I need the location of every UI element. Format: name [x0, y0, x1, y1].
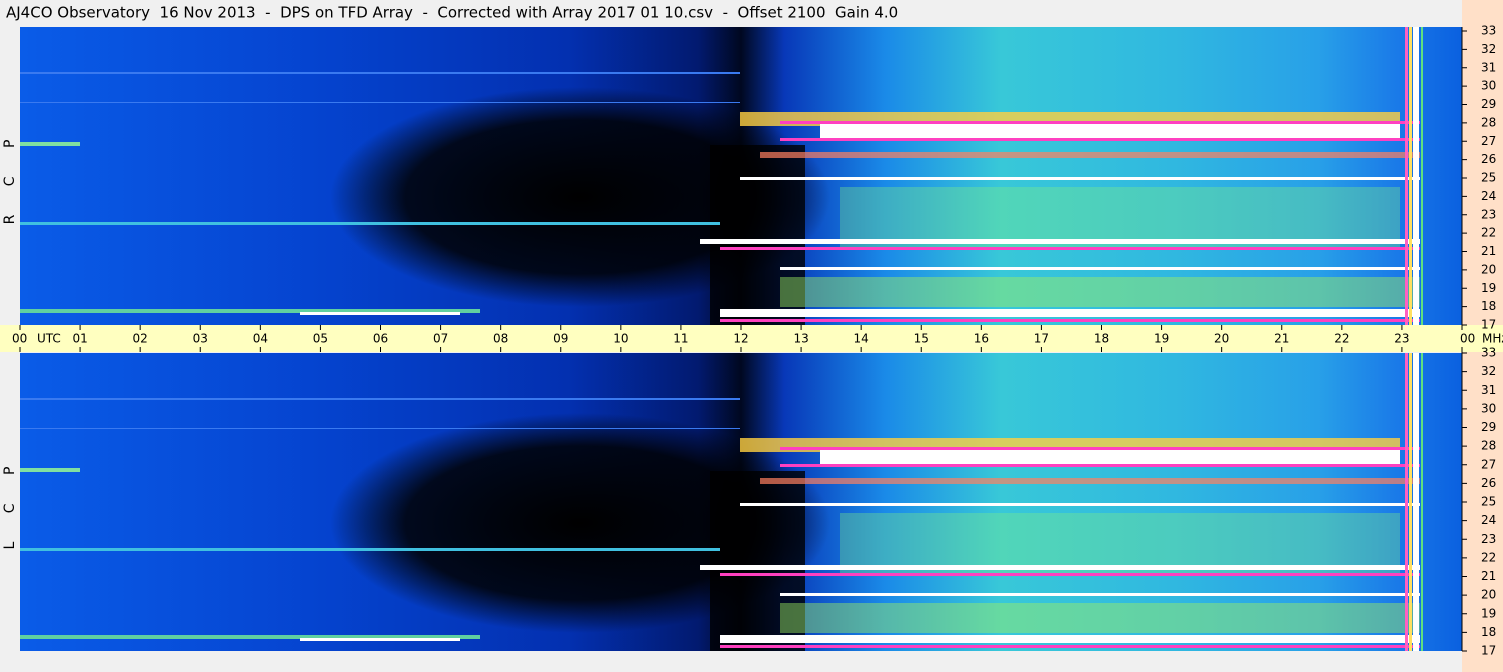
x-tick-label: 16	[974, 332, 989, 346]
y-tick-label: 26	[1481, 152, 1496, 166]
chart-title: AJ4CO Observatory 16 Nov 2013 - DPS on T…	[6, 4, 898, 22]
y-tick-label: 28	[1481, 439, 1496, 453]
x-tick-label: 15	[914, 332, 929, 346]
x-tick-label: 06	[373, 332, 388, 346]
y-tick-label: 21	[1481, 244, 1496, 258]
x-tick-label: 12	[733, 332, 748, 346]
panel-label: L C P	[2, 455, 18, 550]
x-tick-label: 03	[193, 332, 208, 346]
y-tick-label: 29	[1481, 420, 1496, 434]
x-tick-label: 13	[793, 332, 808, 346]
y-tick-label: 25	[1481, 495, 1496, 509]
x-tick-label: 19	[1154, 332, 1169, 346]
y-tick-label: 32	[1481, 364, 1496, 378]
y-tick-label: 22	[1481, 550, 1496, 564]
y-tick-label: 24	[1481, 189, 1496, 203]
x-tick-label: 20	[1214, 332, 1229, 346]
y-tick-label: 31	[1481, 383, 1496, 397]
y-tick-label: 33	[1481, 24, 1496, 38]
y-tick-label: 32	[1481, 42, 1496, 56]
y-tick-label: 31	[1481, 60, 1496, 74]
x-tick-label: 09	[553, 332, 568, 346]
y-tick-label: 21	[1481, 569, 1496, 583]
y-tick-label: 23	[1481, 532, 1496, 546]
x-tick-label: 01	[72, 332, 87, 346]
panel-label: R C P	[2, 128, 18, 225]
x-tick-label: 10	[613, 332, 628, 346]
x-tick-label: 08	[493, 332, 508, 346]
y-tick-label: 18	[1481, 625, 1496, 639]
y-tick-label: 20	[1481, 262, 1496, 276]
y-tick-label: 30	[1481, 79, 1496, 93]
y-tick-label: 33	[1481, 346, 1496, 360]
x-axis-label: UTC	[37, 332, 61, 346]
y-tick-label: 27	[1481, 134, 1496, 148]
y-tick-label: 24	[1481, 513, 1496, 527]
x-tick-label: 02	[133, 332, 148, 346]
y-tick-label: 23	[1481, 207, 1496, 221]
y-tick-label: 28	[1481, 115, 1496, 129]
y-tick-label: 18	[1481, 299, 1496, 313]
x-tick-label: 05	[313, 332, 328, 346]
x-tick-label: 04	[253, 332, 268, 346]
y-tick-label: 27	[1481, 457, 1496, 471]
rcp-spectrogram	[20, 27, 1462, 325]
x-tick-label: 21	[1274, 332, 1289, 346]
y-tick-label: 17	[1481, 644, 1496, 658]
y-tick-label: 19	[1481, 281, 1496, 295]
y-tick-label: 20	[1481, 588, 1496, 602]
time-axis-band	[0, 325, 1503, 352]
x-tick-label: 14	[854, 332, 869, 346]
y-tick-label: 19	[1481, 606, 1496, 620]
x-tick-label: 18	[1094, 332, 1109, 346]
x-tick-label: 00	[1460, 332, 1475, 346]
x-tick-label: 22	[1334, 332, 1349, 346]
x-tick-label: 07	[433, 332, 448, 346]
x-tick-label: 00	[12, 332, 27, 346]
y-tick-label: 26	[1481, 476, 1496, 490]
x-tick-label: 23	[1394, 332, 1409, 346]
x-tick-label: 11	[673, 332, 688, 346]
y-axis-label: MHz	[1482, 332, 1503, 346]
lcp-spectrogram	[20, 353, 1462, 651]
y-tick-label: 22	[1481, 226, 1496, 240]
y-tick-label: 17	[1481, 318, 1496, 332]
y-tick-label: 25	[1481, 171, 1496, 185]
x-tick-label: 17	[1034, 332, 1049, 346]
y-tick-label: 29	[1481, 97, 1496, 111]
y-tick-label: 30	[1481, 401, 1496, 415]
